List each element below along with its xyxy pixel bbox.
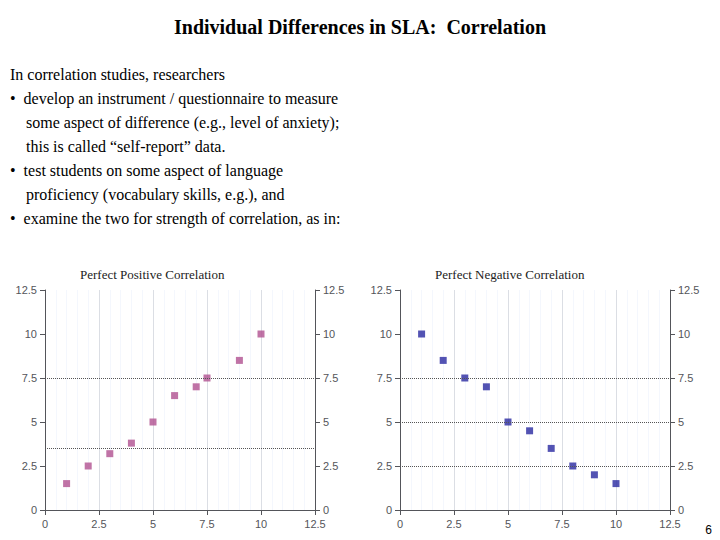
svg-text:12.5: 12.5 [659, 518, 680, 530]
svg-text:10: 10 [25, 328, 37, 340]
svg-text:5: 5 [150, 518, 156, 530]
svg-text:0: 0 [42, 518, 48, 530]
svg-text:Individual Differences in SLA:: Individual Differences in SLA: Correlati… [174, 16, 546, 38]
svg-text:2.5: 2.5 [377, 460, 392, 472]
svg-text:Perfect Negative Correlation: Perfect Negative Correlation [435, 267, 585, 282]
svg-text:5: 5 [678, 416, 684, 428]
svg-text:0: 0 [323, 504, 329, 516]
svg-text:• test students on some aspec: • test students on some aspect of langua… [10, 162, 283, 180]
svg-text:10: 10 [255, 518, 267, 530]
svg-text:7.5: 7.5 [377, 372, 392, 384]
svg-text:7.5: 7.5 [554, 518, 569, 530]
svg-text:0: 0 [386, 504, 392, 516]
svg-text:12.5: 12.5 [678, 284, 699, 296]
svg-text:7.5: 7.5 [22, 372, 37, 384]
svg-text:2.5: 2.5 [323, 460, 338, 472]
svg-text:2.5: 2.5 [446, 518, 461, 530]
svg-text:6: 6 [705, 523, 712, 537]
svg-text:5: 5 [31, 416, 37, 428]
svg-text:2.5: 2.5 [22, 460, 37, 472]
svg-text:• examine the two for strengt: • examine the two for strength of correl… [10, 210, 340, 228]
svg-text:0: 0 [31, 504, 37, 516]
svg-text:12.5: 12.5 [16, 284, 37, 296]
svg-text:10: 10 [678, 328, 690, 340]
svg-text:some aspect of difference (e.g: some aspect of difference (e.g., level o… [10, 114, 339, 132]
svg-text:In correlation studies, resear: In correlation studies, researchers [10, 66, 225, 83]
svg-text:10: 10 [323, 328, 335, 340]
svg-text:12.5: 12.5 [304, 518, 325, 530]
svg-text:5: 5 [505, 518, 511, 530]
svg-text:10: 10 [380, 328, 392, 340]
svg-text:0: 0 [678, 504, 684, 516]
svg-text:proficiency (vocabulary skills: proficiency (vocabulary skills, e.g.), a… [10, 186, 285, 204]
svg-text:12.5: 12.5 [371, 284, 392, 296]
svg-text:this is called “self-report” d: this is called “self-report” data. [10, 138, 225, 156]
svg-text:7.5: 7.5 [199, 518, 214, 530]
svg-text:• develop an instrument / que: • develop an instrument / questionnaire … [10, 90, 338, 108]
svg-text:Perfect Positive Correlation: Perfect Positive Correlation [80, 267, 225, 282]
svg-text:7.5: 7.5 [323, 372, 338, 384]
svg-text:7.5: 7.5 [678, 372, 693, 384]
svg-text:12.5: 12.5 [323, 284, 344, 296]
svg-text:2.5: 2.5 [678, 460, 693, 472]
svg-text:0: 0 [397, 518, 403, 530]
svg-text:2.5: 2.5 [91, 518, 106, 530]
svg-text:10: 10 [610, 518, 622, 530]
svg-text:5: 5 [386, 416, 392, 428]
svg-text:5: 5 [323, 416, 329, 428]
